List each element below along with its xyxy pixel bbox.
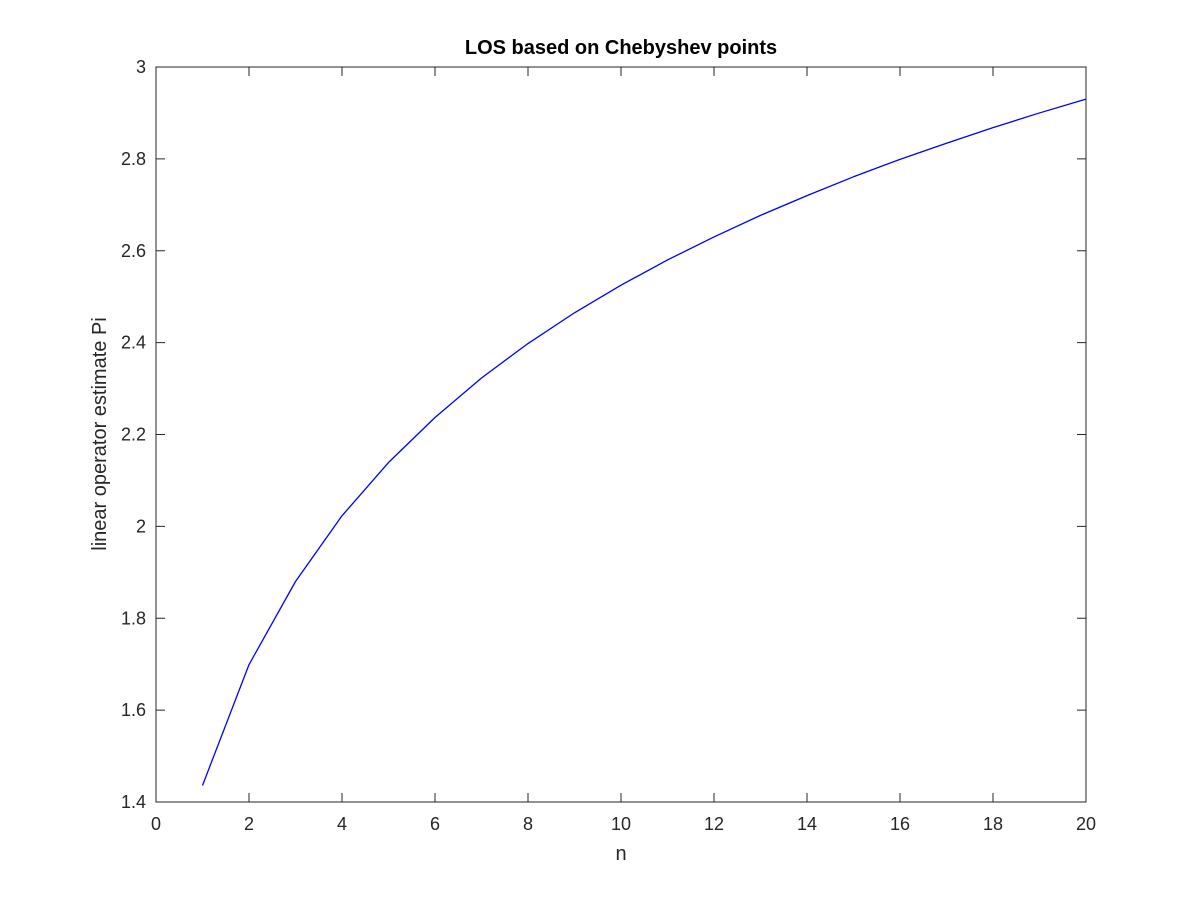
x-axis-label: n <box>615 843 626 865</box>
x-tick-label: 8 <box>523 814 533 834</box>
y-tick-label: 2.4 <box>121 333 146 353</box>
y-tick-label: 3 <box>136 57 146 77</box>
x-tick-label: 6 <box>430 814 440 834</box>
x-tick-label: 4 <box>337 814 347 834</box>
x-tick-label: 14 <box>797 814 817 834</box>
x-tick-label: 20 <box>1076 814 1096 834</box>
x-tick-label: 18 <box>983 814 1003 834</box>
y-tick-label: 2.2 <box>121 425 146 445</box>
plot-area: 0 2 4 6 8 10 12 14 16 18 20 1.4 1.6 1.8 2 2.2 2.4 2.6 2.8… <box>121 57 1096 834</box>
x-tick-label: 16 <box>890 814 910 834</box>
y-axis-label: linear operator estimate Pi <box>89 317 111 550</box>
chart-title: LOS based on Chebyshev points <box>465 37 777 59</box>
y-tick-label: 2.6 <box>121 241 146 261</box>
series-layer <box>201 98 1087 786</box>
y-tick-label: 2 <box>136 516 146 536</box>
y-ticks: 1.4 1.6 1.8 2 2.2 2.4 2.6 2.8 3 <box>121 57 1086 812</box>
x-ticks: 0 2 4 6 8 10 12 14 16 18 20 <box>151 67 1096 834</box>
y-tick-label: 1.8 <box>121 608 146 628</box>
x-tick-label: 12 <box>704 814 724 834</box>
y-tick-label: 1.6 <box>121 700 146 720</box>
x-tick-label: 0 <box>151 814 161 834</box>
y-tick-label: 1.4 <box>121 792 146 812</box>
x-tick-label: 2 <box>244 814 254 834</box>
y-tick-label: 2.8 <box>121 149 146 169</box>
series-line <box>201 98 1087 786</box>
x-tick-label: 10 <box>611 814 631 834</box>
axes-background <box>156 67 1086 802</box>
